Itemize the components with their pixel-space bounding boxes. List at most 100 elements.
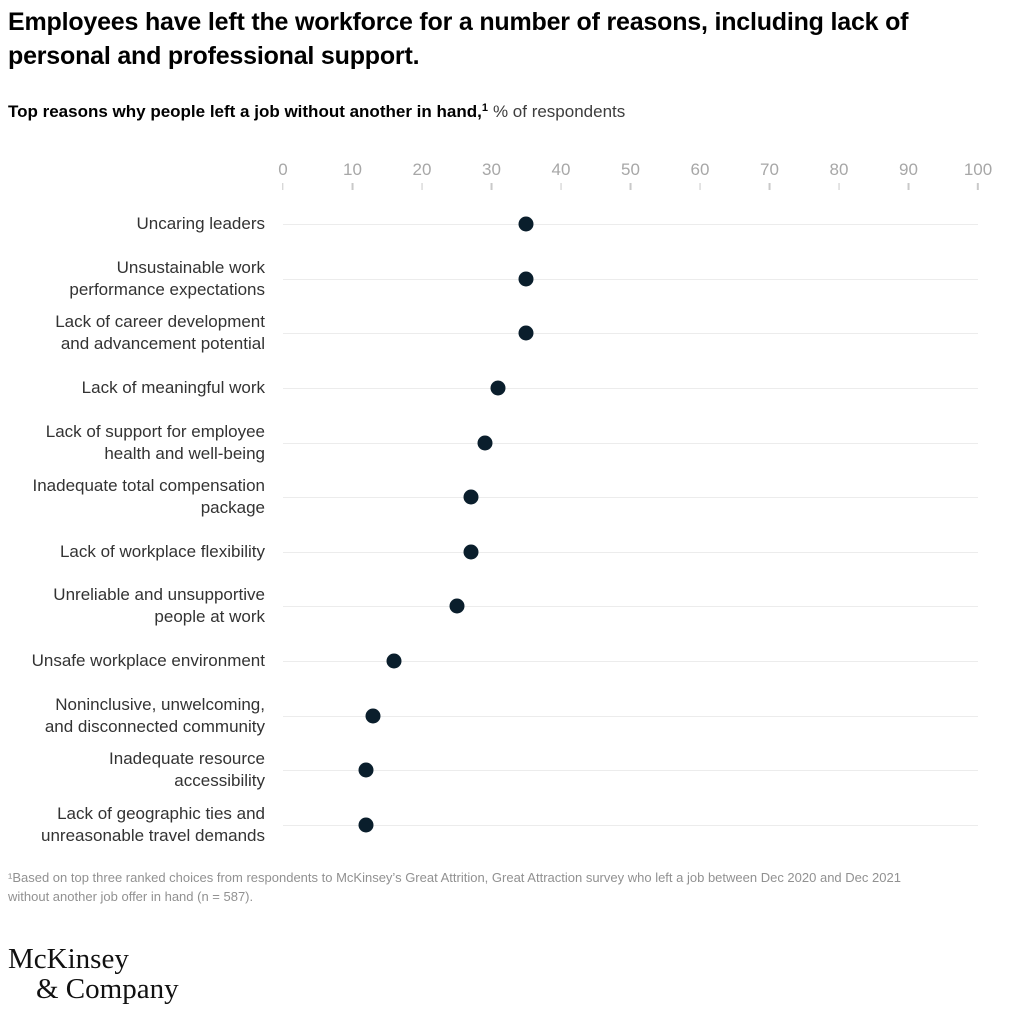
data-point-dot bbox=[386, 653, 402, 669]
chart-row: Uncaring leaders bbox=[0, 197, 1024, 252]
x-axis-tick: 30 bbox=[482, 160, 501, 190]
data-point-dot bbox=[358, 762, 374, 778]
x-axis-tick-label: 40 bbox=[551, 160, 571, 179]
logo-line-1: McKinsey bbox=[8, 943, 129, 975]
chart-row: Lack of workplace flexibility bbox=[0, 525, 1024, 580]
gridline bbox=[283, 661, 978, 663]
data-point-dot bbox=[518, 271, 534, 287]
x-axis-tick-label: 0 bbox=[278, 160, 288, 179]
chart-row: Unsafe workplace environment bbox=[0, 634, 1024, 689]
category-label: Lack of workplace flexibility bbox=[59, 541, 265, 561]
x-axis-tick: 20 bbox=[412, 160, 432, 190]
gridline bbox=[283, 497, 978, 499]
gridline bbox=[283, 224, 978, 226]
x-axis-tick-mark bbox=[421, 183, 423, 190]
chart-subtitle-unit: % of respondents bbox=[492, 102, 626, 121]
gridline bbox=[283, 388, 978, 390]
data-point-dot bbox=[463, 544, 479, 560]
gridline bbox=[283, 333, 978, 335]
data-point-dot bbox=[449, 598, 465, 614]
category-label: Unsafe workplace environment bbox=[31, 651, 265, 671]
x-axis-tick-mark bbox=[351, 183, 354, 190]
chart-row: Unsustainable work performance expectati… bbox=[0, 252, 1024, 307]
category-label: Inadequate total compensation package bbox=[32, 476, 265, 518]
x-axis-tick-mark bbox=[768, 183, 771, 190]
row-track bbox=[283, 634, 978, 689]
x-axis: 0 10 20 30 40 50 60 70 80 90 100 bbox=[278, 160, 992, 194]
dot-plot-chart: 0 10 20 30 40 50 60 70 80 90 100 Uncaring leaders U… bbox=[0, 160, 1024, 855]
row-track bbox=[283, 306, 978, 361]
x-axis-tick-label: 80 bbox=[829, 160, 849, 179]
x-axis-tick-mark bbox=[629, 183, 632, 190]
category-label: Inadequate resource accessibility bbox=[109, 749, 265, 791]
category-label: Lack of support for employee health and … bbox=[45, 421, 265, 463]
gridline bbox=[283, 824, 978, 826]
chart-row: Lack of meaningful work bbox=[0, 361, 1024, 416]
x-axis-tick-label: 30 bbox=[482, 160, 501, 179]
row-track bbox=[283, 579, 978, 634]
footnote: ¹Based on top three ranked choices from … bbox=[8, 870, 901, 904]
gridline bbox=[283, 770, 978, 772]
x-axis-tick-label: 10 bbox=[343, 160, 362, 179]
category-label: Lack of career development and advanceme… bbox=[55, 312, 265, 354]
category-label: Unsustainable work performance expectati… bbox=[69, 257, 265, 299]
x-axis-tick-label: 70 bbox=[760, 160, 779, 179]
page-title: Employees have left the workforce for a … bbox=[8, 8, 909, 70]
gridline bbox=[283, 551, 978, 553]
footnote-marker: 1 bbox=[481, 102, 488, 114]
x-axis-tick: 10 bbox=[343, 160, 362, 190]
chart-subtitle: Top reasons why people left a job withou… bbox=[8, 102, 625, 122]
x-axis-tick: 90 bbox=[899, 160, 918, 190]
x-axis-tick-mark bbox=[907, 183, 910, 190]
gridline bbox=[283, 278, 978, 280]
row-track bbox=[283, 252, 978, 307]
row-track bbox=[283, 525, 978, 580]
category-label: Lack of geographic ties and unreasonable… bbox=[41, 803, 265, 845]
chart-subtitle-bold: Top reasons why people left a job withou… bbox=[8, 102, 482, 121]
x-axis-tick: 80 bbox=[829, 160, 849, 190]
chart-row: Inadequate total compensation package bbox=[0, 470, 1024, 525]
chart-row: Inadequate resource accessibility bbox=[0, 743, 1024, 798]
chart-row: Lack of career development and advanceme… bbox=[0, 306, 1024, 361]
x-axis-tick-mark bbox=[560, 183, 562, 190]
chart-row: Unreliable and unsupportive people at wo… bbox=[0, 579, 1024, 634]
data-point-dot bbox=[358, 817, 374, 833]
row-track bbox=[283, 798, 978, 853]
row-track bbox=[283, 415, 978, 470]
row-track bbox=[283, 197, 978, 252]
x-axis-tick-label: 100 bbox=[963, 160, 993, 179]
chart-row: Lack of geographic ties and unreasonable… bbox=[0, 798, 1024, 853]
row-track bbox=[283, 361, 978, 416]
row-track bbox=[283, 743, 978, 798]
x-axis-tick-mark bbox=[490, 183, 493, 190]
gridline bbox=[283, 606, 978, 608]
data-point-dot bbox=[477, 435, 493, 451]
logo-line-2: & Company bbox=[36, 973, 179, 1005]
x-axis-tick: 40 bbox=[551, 160, 571, 190]
x-axis-tick: 70 bbox=[760, 160, 779, 190]
x-axis-tick: 50 bbox=[621, 160, 640, 190]
x-axis-tick-mark bbox=[699, 183, 701, 190]
x-axis-tick-label: 20 bbox=[412, 160, 432, 179]
chart-row: Noninclusive, unwelcoming, and disconnec… bbox=[0, 688, 1024, 743]
x-axis-tick-label: 90 bbox=[899, 160, 918, 179]
x-axis-tick-label: 60 bbox=[690, 160, 710, 179]
chart-row: Lack of support for employee health and … bbox=[0, 415, 1024, 470]
category-label: Uncaring leaders bbox=[136, 214, 265, 234]
gridline bbox=[283, 442, 978, 444]
x-axis-tick-mark bbox=[282, 183, 284, 190]
x-axis-tick: 0 bbox=[278, 160, 288, 190]
mckinsey-logo: McKinsey & Company bbox=[8, 944, 179, 1004]
x-axis-tick-mark bbox=[838, 183, 840, 190]
chart-rows: Uncaring leaders Unsustainable work perfo… bbox=[0, 197, 1024, 852]
gridline bbox=[283, 715, 978, 717]
x-axis-tick-label: 50 bbox=[621, 160, 640, 179]
category-label: Noninclusive, unwelcoming, and disconnec… bbox=[44, 694, 265, 736]
category-label: Lack of meaningful work bbox=[81, 378, 265, 398]
row-track bbox=[283, 470, 978, 525]
data-point-dot bbox=[463, 489, 479, 505]
row-track bbox=[283, 688, 978, 743]
data-point-dot bbox=[518, 325, 534, 341]
data-point-dot bbox=[365, 708, 381, 724]
